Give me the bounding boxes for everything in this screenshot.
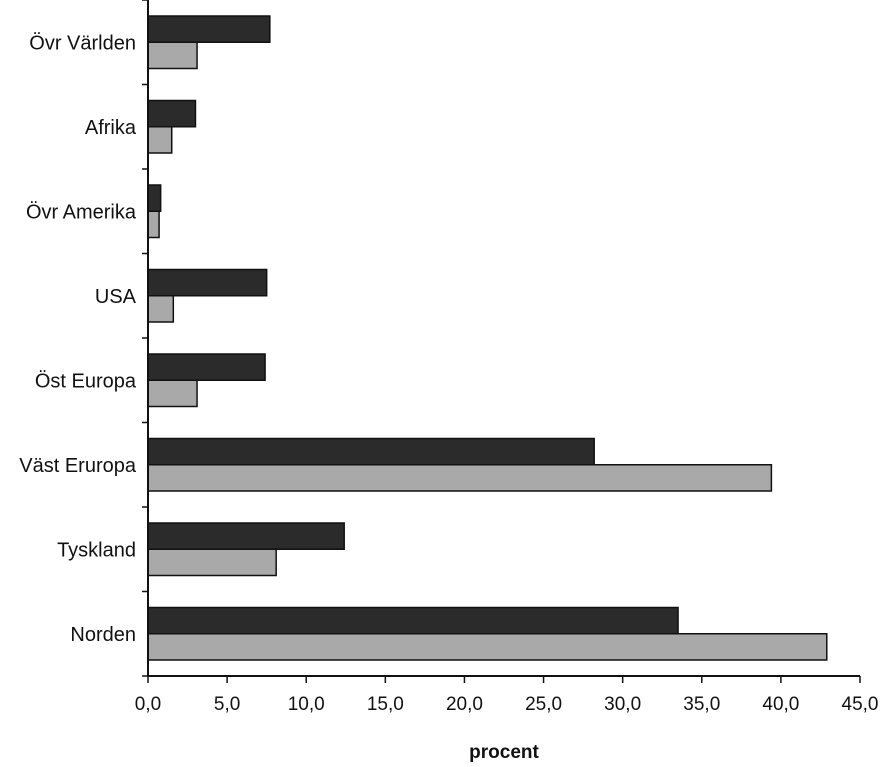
category-label: Väst Eruropa (19, 455, 137, 477)
x-tick-label: 35,0 (683, 694, 720, 715)
bar-series-2 (147, 379, 198, 408)
axes-group (142, 0, 860, 677)
bar-series-2 (147, 210, 160, 239)
category-label: USA (95, 286, 137, 308)
bar-series-1 (147, 184, 162, 212)
bar-series-2 (147, 41, 198, 70)
x-tick-label: 0,0 (135, 694, 161, 715)
x-axis-title: procent (469, 742, 539, 763)
bar-series-1 (147, 522, 345, 550)
x-tick-label: 40,0 (762, 694, 799, 715)
bar-series-2 (147, 633, 828, 661)
x-tick-label: 15,0 (367, 694, 404, 715)
x-tick-label: 10,0 (288, 694, 325, 715)
bar-series-1 (147, 437, 595, 466)
bar-series-1 (147, 353, 266, 381)
category-label: Norden (70, 624, 136, 646)
bar-series-1 (147, 15, 271, 43)
bars-group (147, 15, 828, 661)
category-labels: Övr Världen Afrika Övr Amerika USA Öst Europ… (19, 32, 137, 646)
x-tick-label: 20,0 (446, 694, 483, 715)
bar-series-1 (147, 268, 268, 297)
category-label: Tyskland (57, 539, 136, 561)
bar-series-1 (147, 99, 197, 128)
bar-series-2 (147, 126, 173, 154)
x-tick-label: 45,0 (842, 694, 879, 715)
x-tick-labels: 0,0 5,0 10,0 15,0 20,0 25,0 30,0 35,0 40,0 45,0 (135, 676, 879, 715)
category-label: Öst Europa (35, 370, 137, 392)
x-tick-label: 30,0 (604, 694, 641, 715)
x-tick-label: 25,0 (525, 694, 562, 715)
category-label: Övr Amerika (26, 201, 137, 223)
bar-series-2 (147, 548, 277, 577)
bar-series-2 (147, 295, 175, 323)
bar-series-2 (147, 464, 773, 492)
category-label: Afrika (85, 117, 137, 139)
category-label: Övr Världen (29, 32, 136, 54)
bar-series-1 (147, 606, 679, 635)
x-tick-label: 5,0 (214, 694, 240, 715)
